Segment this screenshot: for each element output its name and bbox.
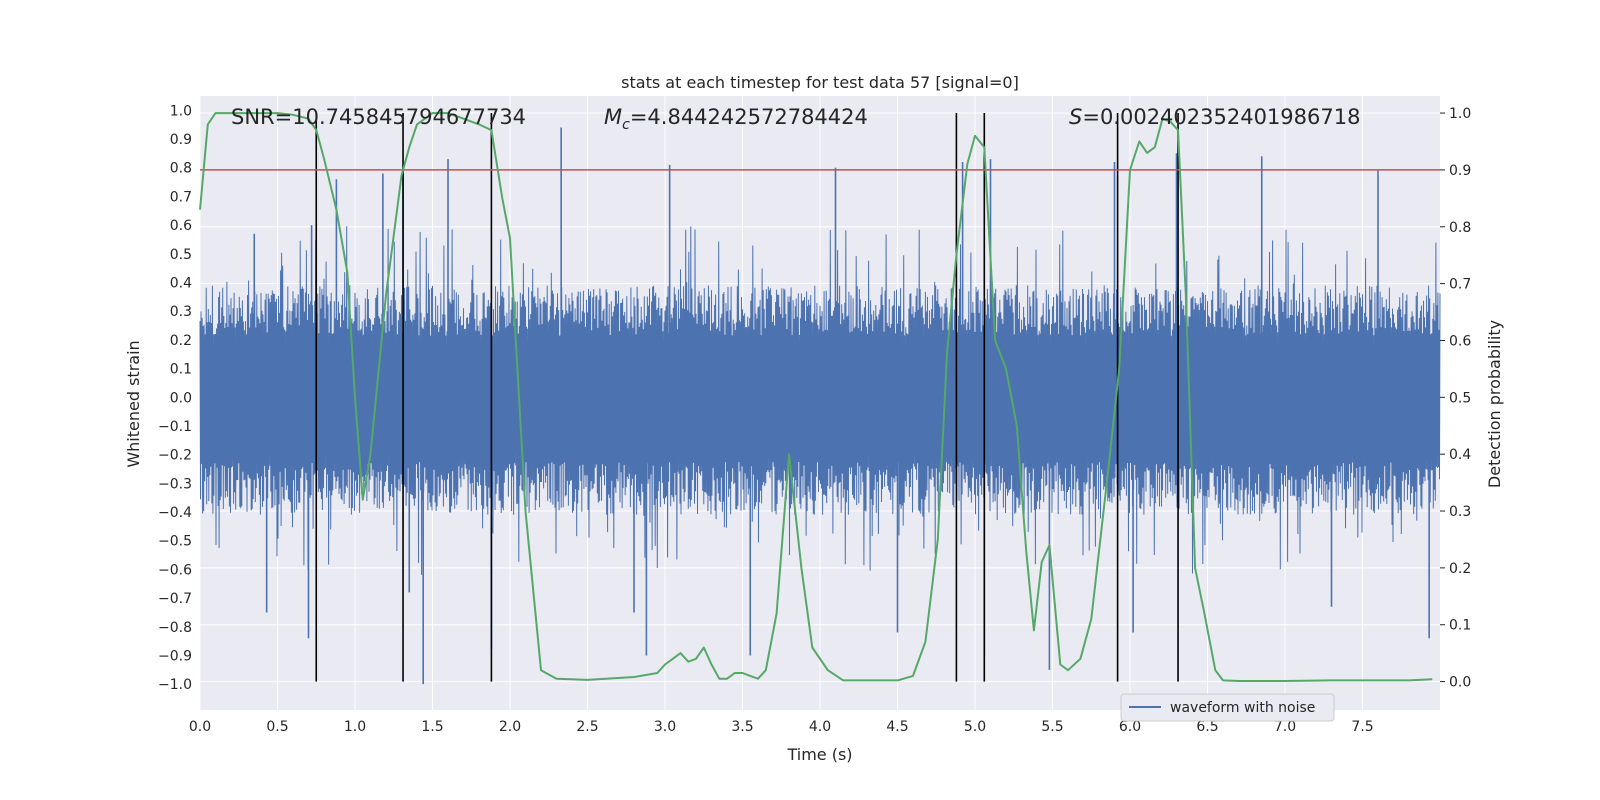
y-tick-label-left: −0.6 xyxy=(158,562,192,578)
y-tick-label-left: −0.5 xyxy=(158,534,192,550)
y-ticks-right: 1.0 0.9 0.8 0.7 0.6 0.5 0.4 0.3 0.2 0.1 0.0 xyxy=(1440,106,1471,691)
x-tick-label: 0.5 xyxy=(266,719,288,735)
chart-title: stats at each timestep for test data 57 … xyxy=(621,73,1019,92)
probability-series xyxy=(199,112,1433,682)
y-axis-label-right: Detection probability xyxy=(1485,320,1504,488)
waveform-noise xyxy=(199,226,1441,575)
x-tick-label: 2.0 xyxy=(499,719,521,735)
snr-annotation: SNR=10.745845794677734 xyxy=(231,105,526,129)
y-tick-label-left: −0.1 xyxy=(158,419,192,435)
y-tick-label-left: 0.8 xyxy=(170,161,192,177)
legend-box xyxy=(1120,693,1335,722)
y-tick-label-left: 1.0 xyxy=(170,103,192,119)
y-tick-label-left: 0.6 xyxy=(170,218,192,234)
y-tick-label-left: −0.8 xyxy=(158,620,192,636)
mc-value: =4.844242572784424 xyxy=(630,105,868,129)
x-tick-label: 7.5 xyxy=(1351,719,1373,735)
s-value: =0.002402352401986718 xyxy=(1082,105,1360,129)
y-tick-label-left: 0.3 xyxy=(170,304,192,320)
x-tick-label: 2.5 xyxy=(576,719,598,735)
x-tick-label: 7.0 xyxy=(1274,719,1296,735)
x-tick-label: 0.0 xyxy=(189,719,211,735)
x-axis-label: Time (s) xyxy=(786,745,852,764)
y-tick-label-right: 0.5 xyxy=(1449,390,1471,406)
x-tick-label: 5.5 xyxy=(1041,719,1063,735)
y-tick-label-right: 0.9 xyxy=(1449,163,1471,179)
y-tick-label-right: 0.7 xyxy=(1449,277,1471,293)
x-tick-label: 4.5 xyxy=(886,719,908,735)
mc-subscript: c xyxy=(622,117,630,133)
y-tick-label-left: −0.3 xyxy=(158,476,192,492)
vertical-markers xyxy=(315,113,1179,682)
y-tick-label-left: −1.0 xyxy=(158,677,192,693)
legend-label-waveform: waveform with noise xyxy=(1170,700,1315,716)
y-tick-label-left: 0.1 xyxy=(170,362,192,378)
y-tick-label-right: 0.1 xyxy=(1449,618,1471,634)
x-tick-label: 1.5 xyxy=(421,719,443,735)
x-tick-label: 4.0 xyxy=(809,719,831,735)
y-ticks-left: 1.0 0.9 0.8 0.7 0.6 0.5 0.4 0.3 0.2 0.1 0.0 −0.1 −0.… xyxy=(158,103,192,693)
y-tick-label-left: 0.0 xyxy=(170,390,192,406)
x-tick-label: 5.0 xyxy=(964,719,986,735)
y-tick-label-left: −0.4 xyxy=(158,505,192,521)
chirp-mass-annotation: Mc=4.844242572784424 xyxy=(604,105,868,133)
detection-probability-line xyxy=(199,112,1433,682)
legend: waveform with noise xyxy=(1120,693,1335,722)
s-symbol: S xyxy=(1069,105,1082,129)
x-tick-label: 3.0 xyxy=(654,719,676,735)
y-tick-label-left: 0.7 xyxy=(170,189,192,205)
x-tick-label: 1.0 xyxy=(344,719,366,735)
y-tick-label-right: 0.2 xyxy=(1449,561,1471,577)
x-tick-label: 6.5 xyxy=(1196,719,1218,735)
mc-symbol: M xyxy=(604,105,622,129)
y-tick-label-right: 0.3 xyxy=(1449,504,1471,520)
y-tick-label-right: 0.4 xyxy=(1449,447,1471,463)
y-axis-label-left: Whitened strain xyxy=(124,340,143,467)
y-tick-label-right: 0.6 xyxy=(1449,333,1471,349)
y-tick-label-left: 0.4 xyxy=(170,275,192,291)
y-tick-label-left: −0.7 xyxy=(158,591,192,607)
y-tick-label-right: 0.8 xyxy=(1449,220,1471,236)
y-tick-label-left: −0.9 xyxy=(158,648,192,664)
y-tick-label-left: −0.2 xyxy=(158,448,192,464)
y-tick-label-left: 0.2 xyxy=(170,333,192,349)
x-tick-label: 6.0 xyxy=(1119,719,1141,735)
y-tick-label-right: 1.0 xyxy=(1449,106,1471,122)
x-ticks: 0.0 0.5 1.0 1.5 2.0 2.5 3.0 3.5 4.0 4.5 5.0 5.5 6.0 6… xyxy=(189,719,1374,735)
y-tick-label-left: 0.9 xyxy=(170,132,192,148)
y-tick-label-left: 0.5 xyxy=(170,247,192,263)
x-tick-label: 3.5 xyxy=(731,719,753,735)
s-annotation: S=0.002402352401986718 xyxy=(1069,105,1360,129)
y-tick-label-right: 0.0 xyxy=(1449,675,1471,691)
